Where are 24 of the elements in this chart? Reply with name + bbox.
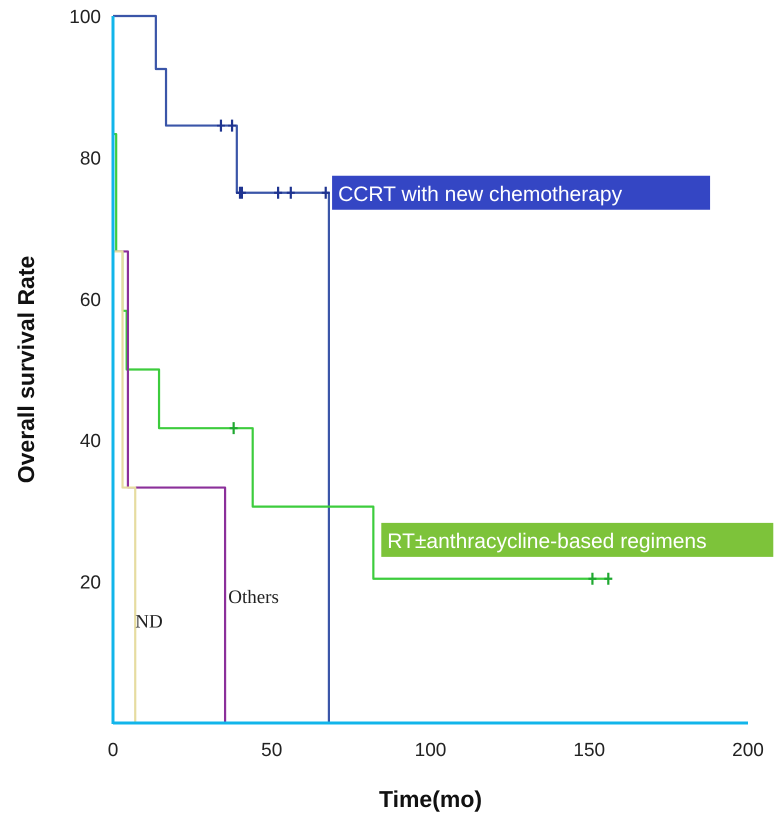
y-tick-label: 40: [80, 431, 101, 452]
series-label: CCRT with new chemotherapy: [338, 182, 623, 206]
x-tick-label: 100: [414, 740, 446, 761]
series-label: RT±anthracycline-based regimens: [387, 530, 707, 553]
point: [587, 572, 598, 586]
y-tick-label: 100: [69, 7, 101, 28]
point: [603, 572, 614, 586]
series-label: Others: [228, 586, 279, 608]
y-tick-label: 20: [80, 572, 101, 594]
point: [216, 118, 226, 133]
point: [228, 421, 239, 436]
x-tick-label: 150: [573, 740, 606, 761]
y-axis-title: Overall survival Rate: [13, 256, 39, 484]
point: [273, 186, 284, 200]
point: [286, 186, 296, 200]
point: [320, 186, 331, 200]
x-tick-label: 200: [732, 740, 764, 761]
x-axis-title: Time(mo): [378, 786, 482, 812]
x-tick-label: 50: [261, 740, 282, 761]
point: [226, 118, 238, 133]
series-label: ND: [135, 612, 163, 633]
x-tick-label: 0: [108, 740, 118, 761]
y-tick-label: 60: [80, 290, 101, 311]
y-tick-label: 80: [80, 148, 101, 170]
